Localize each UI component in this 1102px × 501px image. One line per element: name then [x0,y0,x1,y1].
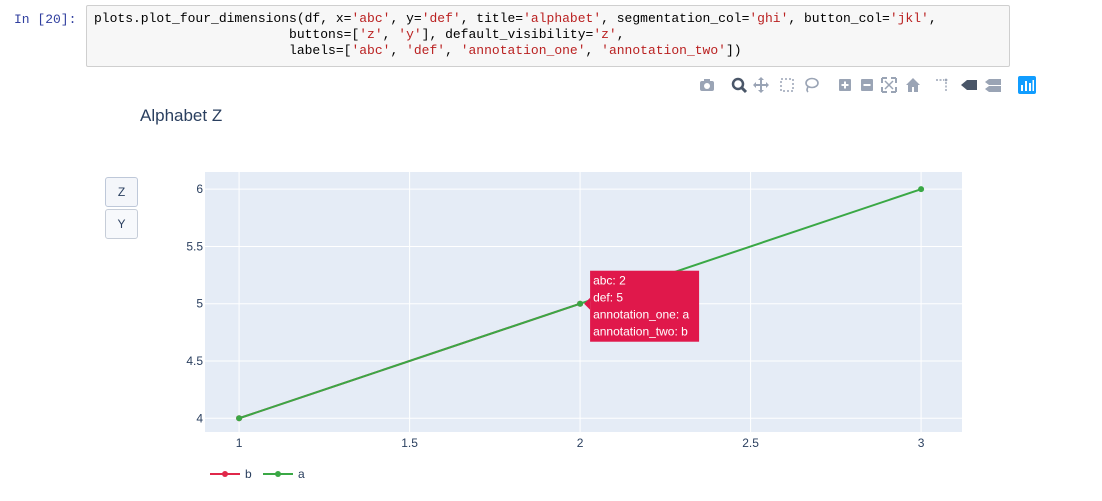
zoom-in-icon[interactable] [836,76,854,94]
code-token: ], default_visibility= [421,27,594,42]
chart-title: Alphabet Z [140,106,223,125]
code-token: ]) [725,43,742,58]
y-tick-label: 5 [196,297,203,311]
x-tick-label: 1 [236,436,243,450]
x-tick-label: 2.5 [742,436,759,450]
tooltip-pointer [584,297,591,310]
tooltip-line: abc: 2 [593,274,626,288]
code-token: , button_col= [788,11,890,26]
code-token: , [928,11,937,26]
code-line: plots.plot_four_dimensions(df, x='abc', … [94,11,937,27]
legend-label-b: b [245,467,252,481]
tooltip-line: annotation_one: a [593,308,689,322]
code-line: buttons=['z', 'y'], default_visibility='… [94,27,625,43]
toggle-button-z[interactable]: Z [105,177,138,207]
code-token: 'y' [398,27,422,42]
code-token: 'ghi' [749,11,789,26]
legend-label-a: a [298,467,305,481]
spike-lines-icon[interactable] [934,76,952,94]
toggle-button-y[interactable]: Y [105,209,138,239]
code-token: 'annotation_two' [601,43,726,58]
code-token: 'def' [421,11,461,26]
code-token: 'def' [406,43,446,58]
data-point-a [236,415,243,422]
code-token: buttons=[ [94,27,360,42]
code-token: , [390,43,407,58]
hover-tooltip [590,270,700,342]
tooltip-line: def: 5 [593,291,623,305]
camera-icon[interactable] [698,76,716,94]
cell-prompt: In [20]: [14,12,77,27]
x-tick-label: 1.5 [401,436,418,450]
code-token: , segmentation_col= [601,11,750,26]
plotly-logo-icon[interactable] [1018,76,1036,94]
code-token: , title= [460,11,524,26]
legend-marker-a [275,471,281,477]
pan-icon[interactable] [752,76,770,94]
hover-compare-icon[interactable] [984,76,1002,94]
code-token: 'z' [359,27,383,42]
code-token: 'jkl' [889,11,929,26]
autoscale-icon[interactable] [880,76,898,94]
lasso-select-icon[interactable] [802,76,820,94]
legend-marker-b [222,471,228,477]
y-tick-label: 4.5 [186,354,203,368]
hover-closest-icon[interactable] [960,76,978,94]
code-token: labels=[ [94,43,352,58]
code-line: labels=['abc', 'def', 'annotation_one', … [94,43,742,59]
code-token: , [382,27,399,42]
code-token: , [616,27,625,42]
code-token: 'annotation_one' [460,43,586,58]
zoom-out-icon[interactable] [858,76,876,94]
reset-axes-icon[interactable] [904,76,922,94]
code-token: 'abc' [351,43,391,58]
zoom-icon[interactable] [730,76,748,94]
box-select-icon[interactable] [778,76,796,94]
y-tick-label: 4 [196,411,203,425]
code-token: plots.plot_four_dimensions(df, x= [94,11,352,26]
x-tick-label: 3 [918,436,925,450]
y-tick-label: 5.5 [186,239,203,253]
code-token: 'alphabet' [523,11,602,26]
y-tick-label: 6 [196,182,203,196]
code-token: , [445,43,461,58]
code-cell[interactable]: plots.plot_four_dimensions(df, x='abc', … [86,5,1010,67]
code-token: , [585,43,602,58]
data-point-a [577,300,584,307]
tooltip-line: annotation_two: b [593,325,688,339]
code-token: , y= [390,11,422,26]
code-token: 'z' [593,27,617,42]
code-token: 'abc' [351,11,391,26]
data-point-a [918,186,925,193]
x-tick-label: 2 [577,436,584,450]
